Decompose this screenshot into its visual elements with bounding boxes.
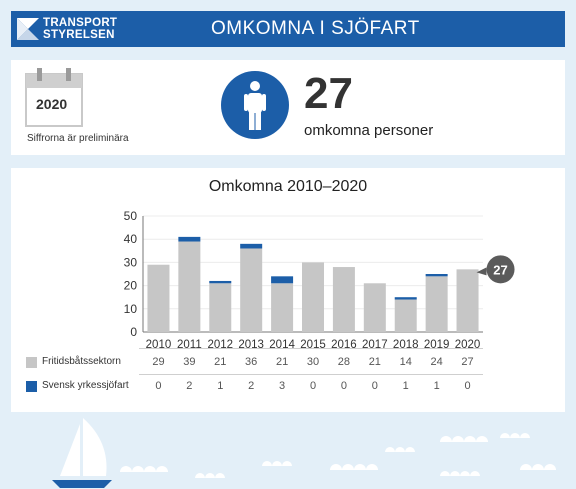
x-tick-label: 2019 [424,339,450,351]
row-separator [139,374,483,375]
bar-fritidsbatssektorn [147,264,170,332]
table-cell: 21 [214,356,227,368]
x-tick-label: 2014 [269,339,295,351]
bar-fritidsbatssektorn [456,269,479,332]
preliminary-note: Siffrorna är preliminära [27,133,129,144]
bar-svensk-yrkessjofart [271,276,294,284]
bar-svensk-yrkessjofart [394,297,417,300]
y-tick-label: 50 [124,209,138,223]
bar-svensk-yrkessjofart [240,243,263,249]
chart-title: Omkomna 2010–2020 [208,178,368,195]
bar-svensk-yrkessjofart [425,274,448,277]
table-cell: 14 [399,356,412,368]
badge-pointer [476,267,487,276]
x-tick-label: 2013 [238,339,264,351]
summary-panel: 2020 Siffrorna är preliminära 27 omkomna… [11,60,565,155]
table-cell: 0 [464,380,471,392]
y-tick-label: 30 [124,255,138,269]
calendar-icon [25,68,83,127]
table-cell: 3 [279,380,286,392]
bar-fritidsbatssektorn [332,267,355,332]
x-tick-label: 2010 [146,339,172,351]
legend-row-fritid: Fritidsbåtssektorn 29 39 21 36 21 30 28 21 14 24 2… [11,352,565,372]
legend-label-yrkes: Svensk yrkessjöfart [42,380,129,391]
table-cell: 2 [186,380,193,392]
bar-fritidsbatssektorn [271,283,294,332]
table-cell: 28 [337,356,351,368]
bar-fritidsbatssektorn [302,262,324,332]
x-tick-label: 2011 [177,339,202,351]
table-cell: 39 [183,356,196,368]
page-title: OMKOMNA I SJÖFART [211,18,420,39]
table-cell: 27 [461,356,474,368]
table-cell: 1 [217,380,224,392]
death-count: 27 [304,69,353,118]
bar-fritidsbatssektorn [240,248,263,332]
last-value-badge-label: 27 [493,262,507,277]
table-cell: 0 [340,380,347,392]
bar-fritidsbatssektorn [425,276,448,332]
bar-fritidsbatssektorn [178,241,201,332]
table-cell: 29 [152,356,165,368]
bar-fritidsbatssektorn [363,283,386,332]
table-cell: 0 [371,380,378,392]
bar-fritidsbatssektorn [394,299,417,332]
transportstyrelsen-logo: TRANSPORT STYRELSEN [17,16,127,42]
row-separator [139,348,483,349]
y-tick-label: 10 [124,302,138,316]
sailboat-icon [52,418,112,488]
logo-line-2: STYRELSEN [43,29,115,41]
legend-swatch-yrkes [26,381,37,392]
x-tick-label: 2017 [362,339,388,351]
legend-label-fritid: Fritidsbåtssektorn [42,356,121,367]
bar-fritidsbatssektorn [209,283,232,332]
x-tick-label: 2015 [300,339,326,351]
bar-svensk-yrkessjofart [178,236,201,242]
y-tick-label: 40 [124,232,138,246]
chart-panel: Omkomna 2010–2020 0 10 20 30 40 50 2010 2011 201… [11,168,565,412]
bar-svensk-yrkessjofart [209,280,232,284]
x-tick-label: 2012 [207,339,233,351]
table-cell: 0 [155,380,162,392]
header-bar: TRANSPORT STYRELSEN OMKOMNA I SJÖFART [11,11,565,47]
table-cell: 21 [368,356,381,368]
table-cell: 2 [248,380,255,392]
x-tick-label: 2018 [393,339,419,351]
table-cell: 0 [309,380,317,392]
calendar-year: 2020 [36,96,68,112]
table-cell: 24 [430,356,443,368]
y-tick-label: 0 [130,325,137,339]
logo-line-1: TRANSPORT [43,17,118,29]
person-icon [221,71,289,139]
table-cell: 30 [306,356,320,368]
y-tick-label: 20 [124,279,138,293]
x-tick-label: 2016 [331,339,357,351]
sea-illustration [52,418,556,488]
x-tick-label: 2020 [455,339,481,351]
table-cell: 1 [433,380,440,392]
last-value-badge [486,255,515,284]
table-cell: 1 [402,380,409,392]
table-cell: 21 [275,356,289,368]
legend-row-yrkes: Svensk yrkessjöfart 0 2 1 2 3 0 0 0 1 1 0 [11,376,565,396]
table-cell: 36 [245,356,258,368]
death-count-label: omkomna personer [304,122,434,139]
legend-swatch-fritid [26,357,37,368]
waves [120,433,556,478]
logo-icon [17,18,39,40]
